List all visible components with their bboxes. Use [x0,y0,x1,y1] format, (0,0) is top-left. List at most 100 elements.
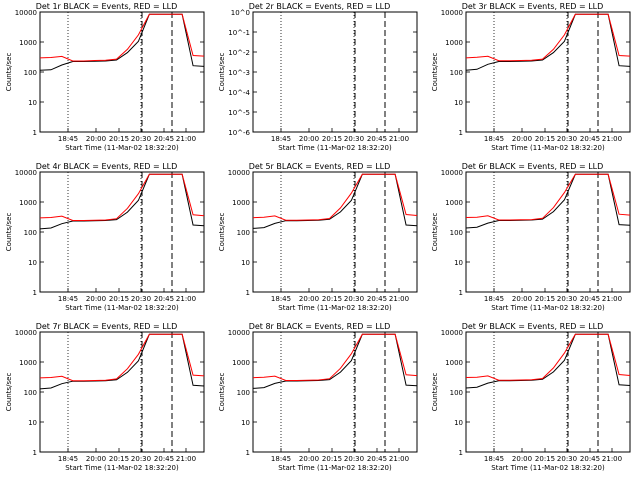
panel-det-5: Det 5r BLACK = Events, RED = LLD Counts/s… [213,160,426,320]
x-tick-label: 20:45 [580,295,600,303]
y-tick-label: 1 [33,289,37,297]
x-tick-label: 20:30 [344,295,364,303]
panel-det-4: Det 4r BLACK = Events, RED = LLD Counts/s… [0,160,213,320]
x-tick-label: 20:15 [109,455,129,463]
y-tick-label: 10000 [441,169,463,177]
panel-det-6: Det 6r BLACK = Events, RED = LLD Counts/s… [426,160,639,320]
x-tick-label: 20:15 [535,295,555,303]
y-tick-label: 10000 [441,9,463,17]
plot-frame [465,11,631,133]
x-tick-label: 18:45 [271,135,291,143]
x-tick-label: 20:30 [557,295,577,303]
x-tick-label: 20:00 [299,135,319,143]
chart-svg: Det 5r BLACK = Events, RED = LLD Counts/s… [218,162,418,312]
x-tick-label: 20:00 [86,135,106,143]
series-line-events [39,333,205,390]
x-tick-label: 20:45 [154,455,174,463]
y-tick-label: 1000 [445,39,463,47]
y-tick-label: 10 [28,99,37,107]
chart-title: Det 7r BLACK = Events, RED = LLD [36,322,178,331]
series-line-lld [252,333,418,381]
x-axis-label: Start Time (11-Mar-02 18:32:20) [65,304,179,312]
series-line-lld [465,173,631,221]
x-axis-label: Start Time (11-Mar-02 18:32:20) [491,464,605,472]
y-tick-label: 1 [246,449,250,457]
y-axis-label: Counts/sec [218,213,226,252]
chart-title: Det 2r BLACK = Events, RED = LLD [249,2,391,11]
y-tick-label: 10000 [15,9,37,17]
x-tick-label: 20:00 [512,295,532,303]
series-line-events [252,173,418,229]
x-tick-label: 20:00 [86,295,106,303]
x-tick-label: 20:00 [512,455,532,463]
y-tick-label: 100 [450,389,463,397]
chart-title: Det 1r BLACK = Events, RED = LLD [36,2,178,11]
plot-frame [39,171,205,293]
plot-frame [252,11,418,133]
y-tick-label: 1 [33,129,37,137]
y-tick-label: 10^0 [231,9,250,17]
x-tick-label: 18:45 [484,135,504,143]
x-tick-label: 18:45 [271,295,291,303]
series-line-lld [39,13,205,62]
x-tick-label: 20:30 [131,135,151,143]
x-tick-label: 21:00 [389,295,409,303]
y-axis-label: Counts/sec [218,53,226,92]
x-tick-label: 20:45 [154,295,174,303]
y-axis-label: Counts/sec [431,213,439,252]
x-tick-label: 20:30 [131,455,151,463]
x-tick-label: 20:30 [557,455,577,463]
y-tick-label: 100 [24,69,37,77]
panel-det-7: Det 7r BLACK = Events, RED = LLD Counts/s… [0,320,213,480]
x-tick-label: 21:00 [389,135,409,143]
series-line-events [39,13,205,71]
x-tick-label: 20:00 [299,295,319,303]
x-tick-label: 18:45 [58,135,78,143]
series-line-lld [465,333,631,381]
y-tick-label: 100 [24,229,37,237]
y-tick-label: 10000 [228,329,250,337]
chart-svg: Det 8r BLACK = Events, RED = LLD Counts/s… [218,322,418,472]
y-tick-label: 10^-2 [228,49,250,57]
plot-frame [465,171,631,293]
x-tick-label: 20:15 [322,295,342,303]
x-tick-label: 20:15 [322,455,342,463]
panel-det-1: Det 1r BLACK = Events, RED = LLD Counts/s… [0,0,213,160]
x-axis-label: Start Time (11-Mar-02 18:32:20) [278,464,392,472]
y-tick-label: 10 [454,419,463,427]
x-tick-label: 20:15 [109,295,129,303]
y-tick-label: 1000 [232,199,250,207]
x-tick-label: 18:45 [58,455,78,463]
chart-svg: Det 4r BLACK = Events, RED = LLD Counts/s… [5,162,205,312]
chart-title: Det 3r BLACK = Events, RED = LLD [462,2,604,11]
x-tick-label: 20:45 [580,455,600,463]
y-axis-label: Counts/sec [5,53,13,92]
x-tick-label: 18:45 [484,295,504,303]
chart-title: Det 4r BLACK = Events, RED = LLD [36,162,178,171]
y-tick-label: 1 [459,289,463,297]
y-axis-label: Counts/sec [431,53,439,92]
y-tick-label: 1 [33,449,37,457]
x-tick-label: 20:30 [344,135,364,143]
y-tick-label: 1000 [19,359,37,367]
chart-svg: Det 9r BLACK = Events, RED = LLD Counts/s… [431,322,631,472]
panel-det-3: Det 3r BLACK = Events, RED = LLD Counts/s… [426,0,639,160]
x-tick-label: 21:00 [602,455,622,463]
y-tick-label: 10000 [15,329,37,337]
x-tick-label: 18:45 [484,455,504,463]
x-axis-label: Start Time (11-Mar-02 18:32:20) [65,144,179,152]
x-tick-label: 18:45 [58,295,78,303]
y-tick-label: 10^-5 [228,109,250,117]
y-tick-label: 10000 [15,169,37,177]
y-axis-label: Counts/sec [431,373,439,412]
y-tick-label: 1000 [19,199,37,207]
plot-frame [465,331,631,453]
y-axis-label: Counts/sec [5,373,13,412]
chart-svg: Det 3r BLACK = Events, RED = LLD Counts/s… [431,2,631,152]
y-tick-label: 10^-6 [228,129,250,137]
y-tick-label: 10 [454,259,463,267]
panel-det-8: Det 8r BLACK = Events, RED = LLD Counts/s… [213,320,426,480]
x-axis-label: Start Time (11-Mar-02 18:32:20) [491,304,605,312]
chart-svg: Det 6r BLACK = Events, RED = LLD Counts/s… [431,162,631,312]
